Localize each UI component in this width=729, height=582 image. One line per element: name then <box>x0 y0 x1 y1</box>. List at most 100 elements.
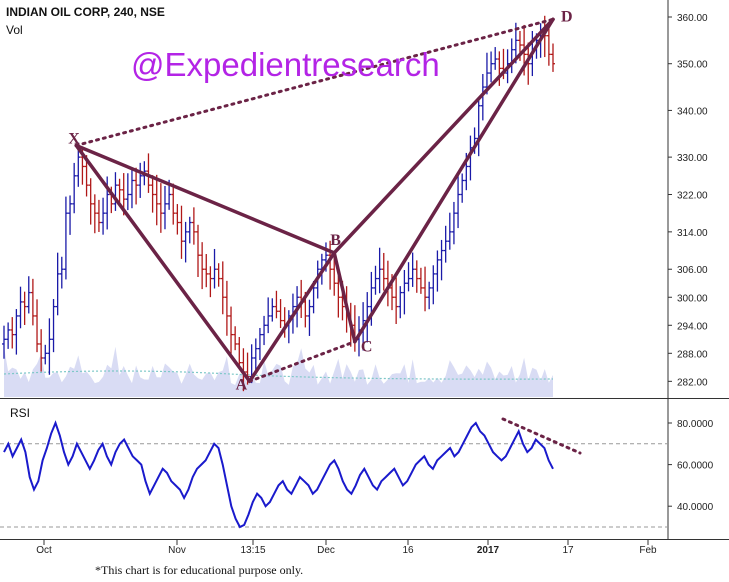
price-bar <box>278 299 283 328</box>
price-bar <box>451 201 456 245</box>
harmonic-pattern-layer: X A B C D <box>68 8 572 393</box>
volume-label: Vol <box>6 23 23 37</box>
price-bar <box>427 281 432 310</box>
price-bar <box>212 248 217 289</box>
price-bar <box>229 306 234 354</box>
price-bar <box>134 167 139 205</box>
price-bar <box>150 175 155 213</box>
price-bar <box>435 250 440 292</box>
rsi-divergence-line <box>501 417 582 455</box>
price-bar <box>30 278 35 326</box>
pattern-line-xd <box>74 17 555 147</box>
price-bar <box>509 38 514 74</box>
price-bar <box>175 204 180 235</box>
price-bar <box>406 262 411 292</box>
price-bar <box>63 196 68 280</box>
volume-average-line <box>3 370 554 380</box>
price-bar <box>68 195 73 235</box>
price-tick-label: 282.00 <box>677 377 708 388</box>
price-bar <box>35 299 40 353</box>
price-bar <box>18 286 23 329</box>
price-bar <box>146 153 151 193</box>
pattern-point-label: A <box>236 376 248 393</box>
price-bar <box>125 173 130 211</box>
price-bar <box>101 197 106 235</box>
rsi-tick-label: 40.0000 <box>677 502 714 513</box>
price-bar <box>489 51 494 83</box>
price-bar <box>526 42 531 85</box>
time-tick-label: 17 <box>562 545 574 556</box>
watermark-text: @Expedientresearch <box>131 46 440 83</box>
time-tick-label: Feb <box>639 545 657 556</box>
pattern-leg-cd <box>353 17 555 344</box>
price-bar <box>262 315 267 346</box>
price-bar <box>423 266 428 312</box>
pattern-leg-xb <box>74 143 336 255</box>
time-tick-label: 16 <box>402 545 414 556</box>
rsi-line <box>3 420 554 529</box>
price-bar <box>394 277 399 325</box>
price-bar <box>59 256 64 289</box>
price-bar <box>270 298 275 322</box>
price-bar <box>179 205 184 259</box>
price-bar <box>138 162 143 198</box>
price-bar <box>162 186 167 230</box>
price-bar <box>237 337 242 369</box>
price-bar <box>10 317 15 349</box>
price-bar <box>47 318 52 375</box>
price-tick-label: 322.00 <box>677 190 708 201</box>
price-tick-label: 288.00 <box>677 349 708 360</box>
pattern-leg-bc <box>332 251 357 344</box>
footnote: *This chart is for educational purpose o… <box>95 563 304 577</box>
price-bar <box>200 242 205 290</box>
price-bar <box>117 178 122 203</box>
pattern-point-label: X <box>68 130 80 147</box>
price-bar <box>257 327 262 361</box>
price-bar <box>26 276 31 314</box>
price-bar <box>328 240 333 290</box>
price-bar <box>92 194 97 234</box>
pattern-point-label: D <box>561 8 573 25</box>
price-bar <box>274 290 279 319</box>
pattern-point-label: B <box>330 232 341 249</box>
price-bar <box>88 178 93 225</box>
price-bar <box>2 325 6 359</box>
price-bar <box>402 270 407 315</box>
price-bar <box>72 162 77 214</box>
price-bar <box>439 239 444 281</box>
price-bar <box>171 183 176 225</box>
price-tick-label: 340.00 <box>677 106 708 117</box>
price-tick-label: 294.00 <box>677 321 708 332</box>
price-bar <box>414 260 419 293</box>
price-bar <box>377 247 382 294</box>
price-bar <box>381 252 386 291</box>
time-tick-label: Oct <box>36 545 52 556</box>
price-bar <box>253 338 258 372</box>
price-bar <box>187 216 192 244</box>
price-bar <box>204 254 209 288</box>
price-bar <box>546 25 551 66</box>
price-bar <box>307 299 312 336</box>
price-tick-label: 360.00 <box>677 13 708 24</box>
price-bar <box>39 329 44 372</box>
price-bar <box>493 47 498 70</box>
price-bar <box>447 212 452 250</box>
price-tick-label: 350.00 <box>677 60 708 71</box>
price-bar <box>6 322 11 349</box>
pattern-leg-xa <box>74 143 252 384</box>
price-bar <box>410 252 415 287</box>
price-bar <box>158 183 163 233</box>
price-bar <box>208 266 213 298</box>
price-bar <box>96 199 101 232</box>
price-bar <box>55 252 60 316</box>
price-bar <box>43 344 48 365</box>
price-bar <box>220 261 225 315</box>
price-bar <box>233 326 238 351</box>
pattern-leg-ab <box>247 251 336 384</box>
price-bar <box>398 286 403 319</box>
price-tick-label: 300.00 <box>677 293 708 304</box>
price-bar <box>113 172 118 211</box>
price-bar <box>332 254 337 296</box>
time-tick-label: Dec <box>317 545 335 556</box>
